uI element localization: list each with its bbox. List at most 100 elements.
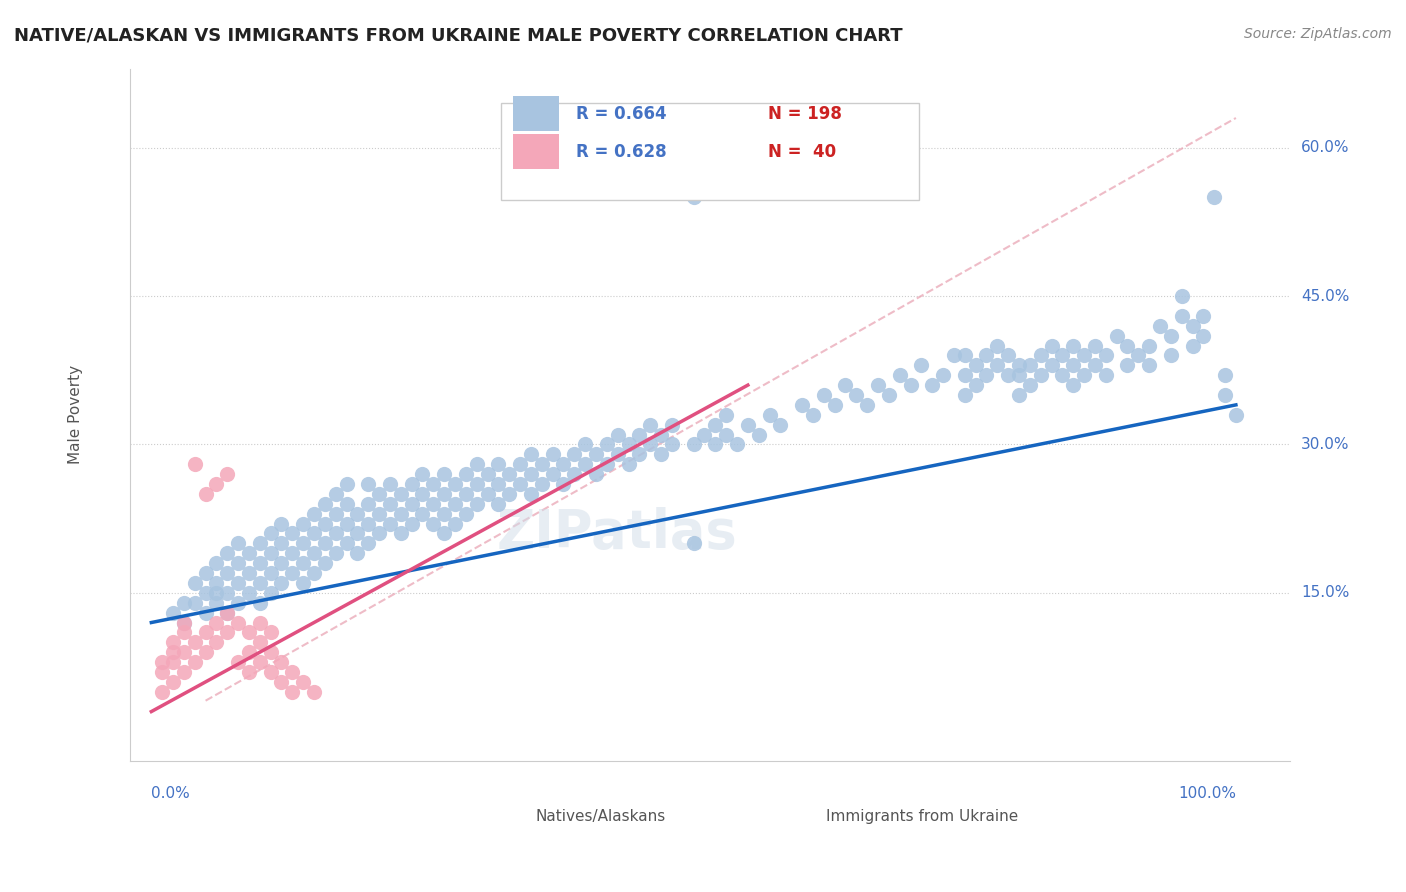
- Point: [346, 526, 368, 541]
- Point: [1062, 338, 1084, 352]
- Point: [965, 359, 987, 373]
- Point: [1062, 378, 1084, 392]
- Point: [249, 635, 271, 649]
- Point: [389, 526, 412, 541]
- Point: [1192, 309, 1215, 323]
- Point: [226, 536, 249, 550]
- Point: [205, 586, 228, 600]
- Point: [378, 477, 401, 491]
- Text: 30.0%: 30.0%: [1301, 437, 1350, 452]
- Point: [173, 625, 195, 640]
- Point: [877, 388, 900, 402]
- Point: [378, 516, 401, 531]
- Point: [790, 398, 813, 412]
- Point: [401, 497, 423, 511]
- Point: [661, 437, 683, 451]
- Point: [650, 427, 672, 442]
- Point: [162, 645, 184, 659]
- Point: [302, 566, 325, 580]
- Point: [378, 497, 401, 511]
- Point: [401, 516, 423, 531]
- Point: [270, 674, 292, 689]
- Point: [661, 417, 683, 432]
- Point: [205, 615, 228, 630]
- Point: [270, 556, 292, 570]
- Point: [270, 576, 292, 591]
- Point: [562, 447, 585, 461]
- Point: [1170, 289, 1192, 303]
- Point: [217, 467, 239, 482]
- Point: [1084, 338, 1107, 352]
- Text: 60.0%: 60.0%: [1301, 140, 1350, 155]
- Point: [997, 348, 1019, 362]
- Point: [249, 576, 271, 591]
- Point: [541, 447, 564, 461]
- Point: [368, 526, 391, 541]
- Point: [953, 368, 976, 383]
- Point: [249, 556, 271, 570]
- Text: NATIVE/ALASKAN VS IMMIGRANTS FROM UKRAINE MALE POVERTY CORRELATION CHART: NATIVE/ALASKAN VS IMMIGRANTS FROM UKRAIN…: [14, 27, 903, 45]
- Point: [942, 348, 965, 362]
- Point: [486, 457, 509, 471]
- Point: [302, 546, 325, 560]
- Point: [530, 457, 553, 471]
- Point: [1062, 359, 1084, 373]
- Point: [1181, 338, 1204, 352]
- Point: [953, 348, 976, 362]
- Point: [509, 457, 531, 471]
- Point: [953, 388, 976, 402]
- Point: [1008, 359, 1031, 373]
- Point: [1105, 328, 1128, 343]
- Text: R = 0.628: R = 0.628: [576, 143, 666, 161]
- Bar: [513, 96, 560, 131]
- Point: [259, 546, 281, 560]
- Point: [226, 576, 249, 591]
- Point: [270, 536, 292, 550]
- Point: [1018, 359, 1040, 373]
- Point: [1213, 368, 1236, 383]
- Point: [976, 368, 998, 383]
- Text: N = 198: N = 198: [768, 104, 842, 122]
- Point: [205, 477, 228, 491]
- Point: [357, 497, 380, 511]
- Point: [1040, 338, 1063, 352]
- Point: [238, 645, 260, 659]
- Point: [281, 526, 304, 541]
- Text: N =  40: N = 40: [768, 143, 837, 161]
- Point: [205, 596, 228, 610]
- Point: [541, 467, 564, 482]
- Point: [530, 477, 553, 491]
- Point: [486, 497, 509, 511]
- Point: [932, 368, 955, 383]
- Point: [1137, 338, 1160, 352]
- Point: [714, 408, 737, 422]
- Point: [422, 477, 444, 491]
- Point: [1160, 328, 1182, 343]
- Point: [368, 507, 391, 521]
- Point: [184, 596, 207, 610]
- Point: [292, 536, 315, 550]
- Point: [238, 625, 260, 640]
- Point: [411, 487, 433, 501]
- Point: [444, 477, 467, 491]
- Point: [1040, 359, 1063, 373]
- Point: [162, 635, 184, 649]
- Point: [422, 516, 444, 531]
- Point: [606, 427, 628, 442]
- Point: [422, 497, 444, 511]
- Point: [226, 596, 249, 610]
- Point: [1008, 368, 1031, 383]
- Point: [1116, 359, 1139, 373]
- Point: [281, 665, 304, 679]
- Point: [910, 359, 932, 373]
- Point: [704, 417, 727, 432]
- Point: [520, 487, 543, 501]
- Point: [454, 487, 477, 501]
- Point: [325, 507, 347, 521]
- Text: 15.0%: 15.0%: [1301, 585, 1350, 600]
- Point: [617, 457, 640, 471]
- Text: 45.0%: 45.0%: [1301, 288, 1350, 303]
- Point: [486, 477, 509, 491]
- Point: [205, 556, 228, 570]
- Point: [433, 507, 456, 521]
